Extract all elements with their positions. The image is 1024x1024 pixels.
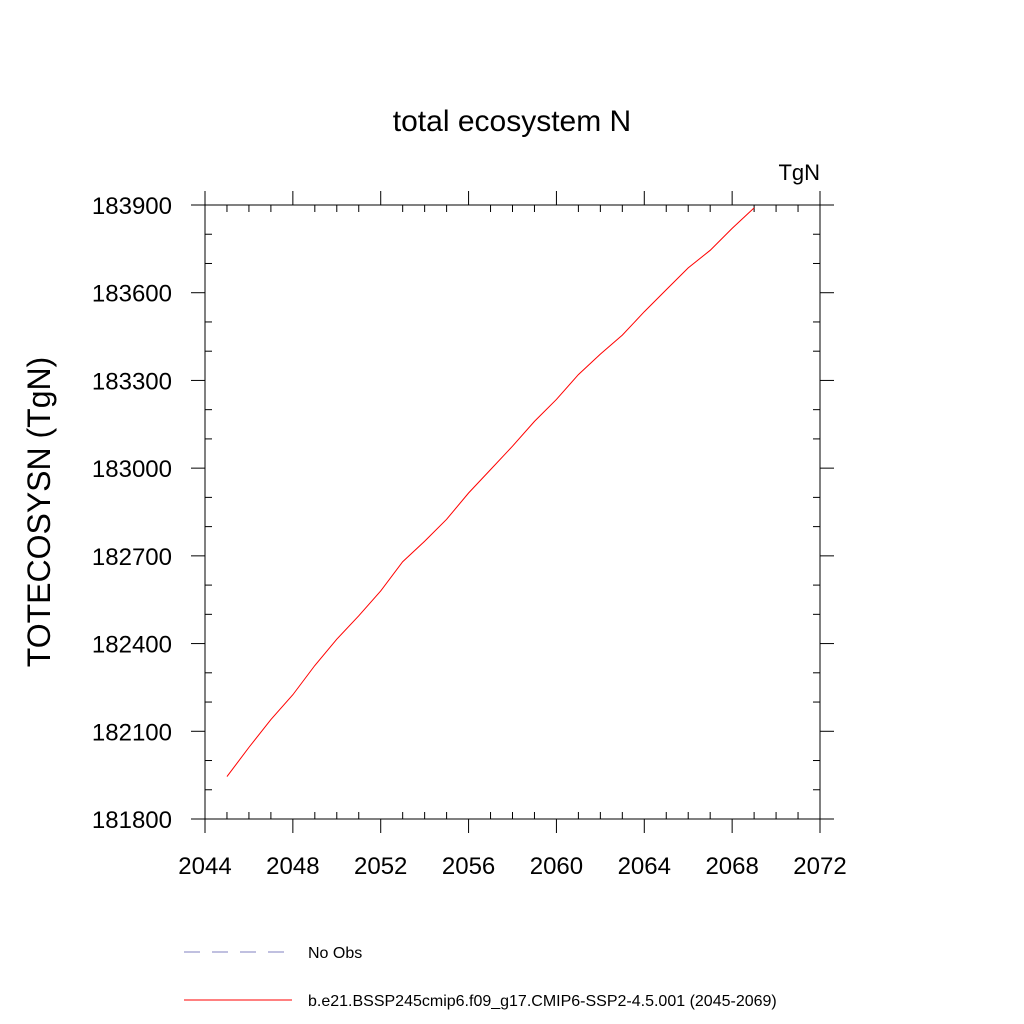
series-layer bbox=[226, 207, 755, 777]
axis-ticks bbox=[191, 191, 834, 833]
y-axis-label: TOTECOSYSN (TgN) bbox=[21, 357, 57, 668]
x-tick-label: 2056 bbox=[442, 853, 495, 880]
legend-label-1: b.e21.BSSP245cmip6.f09_g17.CMIP6-SSP2-4.… bbox=[308, 993, 777, 1010]
y-tick-label: 181800 bbox=[92, 807, 172, 834]
x-tick-label: 2052 bbox=[354, 853, 407, 880]
y-tick-label: 183000 bbox=[92, 456, 172, 483]
legend: No Obs b.e21.BSSP245cmip6.f09_g17.CMIP6-S… bbox=[184, 945, 777, 1010]
series-line-0 bbox=[226, 207, 755, 777]
x-tick-label: 2060 bbox=[530, 853, 583, 880]
y-tick-label: 183900 bbox=[92, 193, 172, 220]
y-tick-label: 182100 bbox=[92, 719, 172, 746]
y-tick-label: 183300 bbox=[92, 368, 172, 395]
x-tick-label: 2064 bbox=[618, 853, 671, 880]
chart-title: total ecosystem N bbox=[393, 105, 631, 138]
y-tick-label: 182700 bbox=[92, 544, 172, 571]
y-tick-label: 183600 bbox=[92, 281, 172, 308]
x-tick-label: 2068 bbox=[705, 853, 758, 880]
x-tick-label: 2072 bbox=[793, 853, 846, 880]
y-tick-label: 182400 bbox=[92, 632, 172, 659]
units-label: TgN bbox=[778, 160, 820, 185]
x-tick-label: 2048 bbox=[266, 853, 319, 880]
x-tick-label: 2044 bbox=[178, 853, 231, 880]
plot-frame bbox=[204, 204, 821, 820]
legend-label-0: No Obs bbox=[308, 945, 362, 962]
axis-tick-labels: 2044 2048 2052 2056 2060 2064 2068 2072 181800 18… bbox=[92, 193, 847, 880]
